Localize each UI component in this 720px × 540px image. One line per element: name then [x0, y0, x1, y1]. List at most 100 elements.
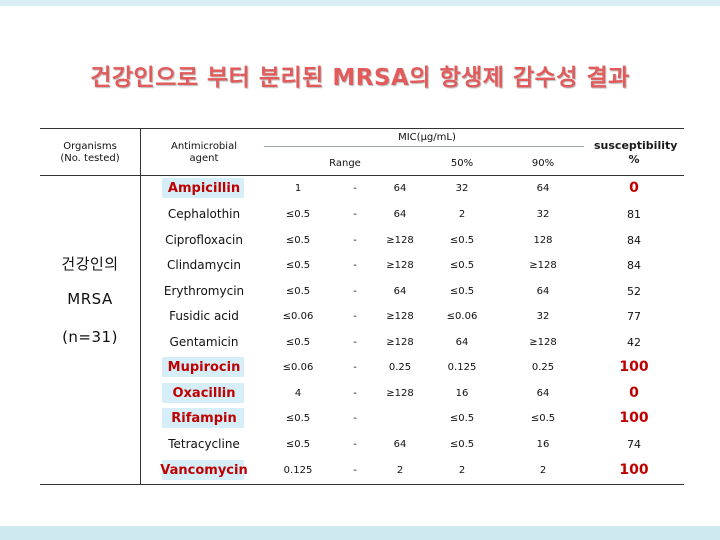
page-title: 건강인으로 부터 분리된 MRSA의 항생제 감수성 결과	[90, 65, 630, 91]
mic-p90: 32	[536, 310, 550, 322]
mic-p90: 32	[536, 208, 550, 220]
agent-name: Tetracycline	[168, 437, 240, 451]
mic-p50: 0.125	[447, 361, 477, 373]
mic-r-low: ≤0.06	[282, 310, 314, 322]
mic-dash: -	[353, 438, 357, 450]
susceptibility-value: 100	[619, 359, 649, 375]
bottom-stripe	[0, 526, 720, 540]
mic-p90: ≥128	[529, 259, 557, 271]
mic-r-high: 0.25	[388, 361, 412, 373]
susceptibility-value: 74	[627, 437, 641, 451]
agent-name: Vancomycin	[160, 462, 248, 478]
susceptibility-value: 100	[619, 410, 649, 426]
table-border-bottom	[40, 484, 684, 485]
mic-r-low: ≤0.5	[285, 259, 311, 271]
mic-p90: 2	[539, 464, 547, 476]
susceptibility-value: 100	[619, 462, 649, 478]
agent-name: Mupirocin	[167, 359, 241, 375]
mic-r-low: ≤0.5	[285, 234, 311, 246]
susceptibility-value: 81	[627, 207, 641, 221]
header-agent-label: Antimicrobial agent	[171, 141, 237, 164]
mic-p90: 64	[536, 387, 550, 399]
mic-p50: 2	[458, 464, 466, 476]
table-border-top	[40, 128, 684, 129]
highlight-bg	[162, 408, 244, 428]
organism-line-2: MRSA	[67, 290, 113, 308]
susceptibility-value: 84	[627, 258, 641, 272]
mic-dash: -	[353, 285, 357, 297]
header-organisms-label: Organisms (No. tested)	[60, 141, 120, 164]
mic-r-low: ≤0.5	[285, 285, 311, 297]
mic-r-high: 2	[396, 464, 404, 476]
highlight-bg	[162, 357, 244, 377]
agent-name: Ciprofloxacin	[165, 233, 243, 247]
mic-r-high: ≥128	[386, 387, 414, 399]
mic-p50: 2	[458, 208, 466, 220]
mic-p50: ≤0.5	[449, 259, 475, 271]
agent-name: Erythromycin	[163, 284, 245, 298]
susceptibility-value: 52	[627, 284, 641, 298]
mic-r-high: 64	[393, 438, 407, 450]
header-agent: Antimicrobial agent	[146, 138, 262, 168]
header-organisms: Organisms (No. tested)	[40, 138, 140, 168]
mic-r-low: ≤0.5	[285, 438, 311, 450]
top-stripe	[0, 0, 720, 6]
mic-group-rule	[264, 146, 584, 147]
mic-r-high: ≥128	[386, 310, 414, 322]
mic-r-high: 64	[393, 182, 407, 194]
mic-p90: 64	[536, 182, 550, 194]
mic-p50: ≤0.06	[446, 310, 478, 322]
mic-dash: -	[353, 387, 357, 399]
mic-p90: 0.25	[531, 361, 555, 373]
highlight-bg	[162, 460, 244, 480]
mic-p90: ≤0.5	[530, 412, 556, 424]
mic-r-high	[374, 407, 426, 429]
mic-p50: ≤0.5	[449, 234, 475, 246]
mic-r-high: ≥128	[386, 234, 414, 246]
mic-p90: 64	[536, 285, 550, 297]
mic-r-low: ≤0.5	[285, 208, 311, 220]
mic-r-low: ≤0.5	[285, 412, 311, 424]
mic-p50: 32	[455, 182, 469, 194]
susceptibility-value: 0	[629, 385, 639, 401]
mic-dash: -	[353, 259, 357, 271]
highlight-bg	[162, 178, 244, 198]
mic-p50: 16	[455, 387, 469, 399]
mic-r-high: ≥128	[386, 259, 414, 271]
agent-name: Fusidic acid	[169, 309, 239, 323]
mic-dash: -	[353, 310, 357, 322]
susceptibility-value: 42	[627, 335, 641, 349]
mic-p50: ≤0.5	[449, 285, 475, 297]
mic-r-low: 4	[294, 387, 302, 399]
mic-r-high: 64	[393, 208, 407, 220]
organism-line-3: (n=31)	[62, 328, 118, 346]
mic-p90: 128	[533, 234, 553, 246]
susceptibility-value: 84	[627, 233, 641, 247]
organism-line-1: 건강인의	[61, 254, 119, 273]
highlight-bg	[162, 383, 244, 403]
mic-dash: -	[353, 464, 357, 476]
header-range: Range	[329, 158, 361, 169]
mic-r-low: 1	[294, 182, 302, 194]
header-susceptibility-label: susceptibility %	[594, 139, 678, 166]
mic-r-low: ≤0.06	[282, 361, 314, 373]
header-susceptibility: susceptibility %	[590, 136, 678, 170]
header-mic: MIC(μg/mL)	[398, 132, 456, 143]
agent-name: Cephalothin	[167, 207, 241, 221]
agent-name: Rifampin	[171, 410, 237, 426]
table-border-header-bottom	[40, 175, 684, 176]
mic-r-low: 0.125	[283, 464, 313, 476]
mic-dash: -	[353, 234, 357, 246]
mic-p50: ≤0.5	[449, 412, 475, 424]
mic-dash: -	[353, 412, 357, 424]
susceptibility-value: 77	[627, 309, 641, 323]
mic-dash: -	[353, 208, 357, 220]
mic-dash: -	[353, 336, 357, 348]
agent-name: Gentamicin	[169, 335, 239, 349]
mic-r-high: 64	[393, 285, 407, 297]
header-50: 50%	[450, 158, 474, 169]
mic-p90: 16	[536, 438, 550, 450]
mic-r-low: ≤0.5	[285, 336, 311, 348]
agent-name: Oxacillin	[172, 385, 236, 401]
